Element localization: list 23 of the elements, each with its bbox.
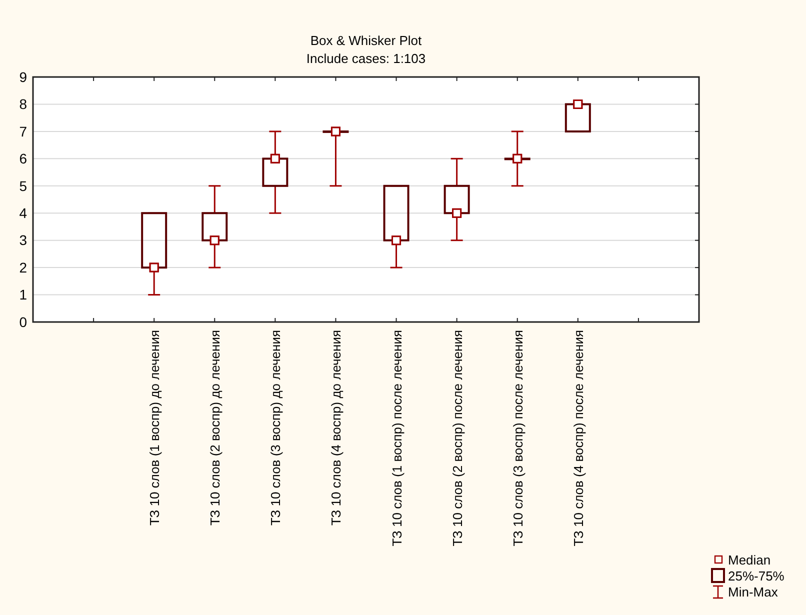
x-tick-label: ТЗ 10 слов (4 воспр) до лечения (328, 330, 344, 526)
chart-title: Box & Whisker Plot (310, 33, 422, 48)
y-tick-label: 3 (19, 232, 28, 248)
y-tick-label: 4 (19, 205, 28, 222)
y-tick-label: 0 (19, 314, 28, 330)
x-tick-label: ТЗ 10 слов (2 воспр) после лечения (450, 330, 465, 546)
x-tick-label: ТЗ 10 слов (3 воспр) после лечения (510, 330, 526, 546)
y-tick-label: 6 (19, 150, 28, 167)
x-tick-label: ТЗ 10 слов (4 воспр) после лечения (570, 330, 586, 546)
y-tick-label: 7 (19, 123, 28, 140)
chart-subtitle: Include cases: 1:103 (306, 51, 426, 66)
text: 25%-75% (728, 568, 785, 584)
y-tick-label: 5 (19, 178, 28, 194)
x-tick-label: ТЗ 10 слов (2 воспр) до лечения (208, 330, 223, 526)
x-tick-label: ТЗ 10 слов (1 воспр) после лечения (389, 330, 404, 546)
text: Median (728, 552, 771, 568)
text: Min-Max (728, 584, 778, 600)
y-tick-label: 9 (19, 68, 28, 85)
x-tick-label: ТЗ 10 слов (1 воспр) до лечения (147, 330, 162, 526)
y-tick-label: 2 (19, 259, 28, 276)
x-tick-label: ТЗ 10 слов (3 воспр) до лечения (268, 330, 284, 526)
y-tick-label: 1 (19, 286, 28, 303)
y-tick-label: 8 (19, 96, 28, 112)
